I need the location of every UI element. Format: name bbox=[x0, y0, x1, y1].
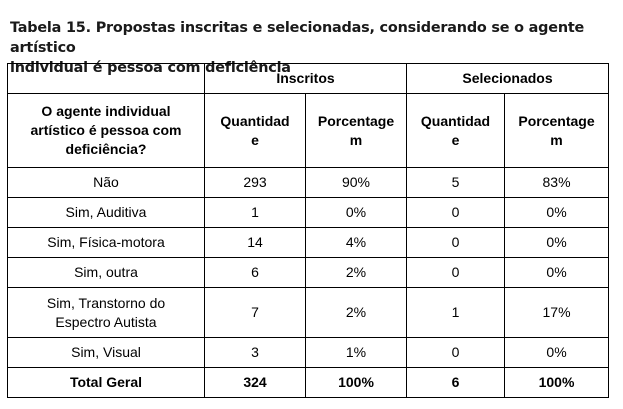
total-inscritos-quantidade: 324 bbox=[204, 367, 306, 398]
cell-selecionados-quantidade: 0 bbox=[406, 197, 506, 228]
table-row: Não 293 90% 5 83% bbox=[7, 167, 610, 198]
total-label: Total Geral bbox=[7, 367, 205, 398]
total-row: Total Geral 324 100% 6 100% bbox=[7, 367, 610, 398]
cell-selecionados-porcentagem: 0% bbox=[504, 197, 610, 228]
header-selecionados-quantidade: Quantidad e bbox=[406, 93, 506, 168]
total-selecionados-quantidade: 6 bbox=[406, 367, 506, 398]
cell-selecionados-porcentagem: 83% bbox=[504, 167, 610, 198]
caption-line-1: Tabela 15. Propostas inscritas e selecio… bbox=[10, 20, 585, 56]
cell-inscritos-quantidade: 7 bbox=[204, 287, 306, 338]
cell-inscritos-porcentagem: 4% bbox=[304, 227, 408, 258]
group-header-inscritos: Inscritos bbox=[203, 63, 408, 94]
header-inscritos-porcentagem: Porcentage m bbox=[304, 93, 408, 168]
sub-header-row: O agente individual artístico é pessoa c… bbox=[7, 93, 610, 168]
total-inscritos-porcentagem: 100% bbox=[304, 367, 408, 398]
cell-selecionados-porcentagem: 0% bbox=[504, 337, 610, 368]
row-label: Sim, Física-motora bbox=[7, 227, 205, 258]
header-inscritos-quantidade: Quantidad e bbox=[204, 93, 306, 168]
cell-inscritos-quantidade: 1 bbox=[204, 197, 306, 228]
total-selecionados-porcentagem: 100% bbox=[504, 367, 610, 398]
cell-selecionados-quantidade: 0 bbox=[406, 227, 506, 258]
row-label: Sim, outra bbox=[7, 257, 205, 288]
row-label: Sim, Auditiva bbox=[7, 197, 205, 228]
row-label: Sim, Visual bbox=[7, 337, 205, 368]
cell-inscritos-quantidade: 3 bbox=[204, 337, 306, 368]
cell-inscritos-quantidade: 14 bbox=[204, 227, 306, 258]
cell-inscritos-porcentagem: 90% bbox=[304, 167, 408, 198]
cell-inscritos-porcentagem: 0% bbox=[304, 197, 408, 228]
cell-selecionados-porcentagem: 17% bbox=[504, 287, 610, 338]
row-header: O agente individual artístico é pessoa c… bbox=[7, 93, 205, 168]
empty-corner-cell bbox=[7, 63, 205, 94]
cell-selecionados-porcentagem: 0% bbox=[504, 227, 610, 258]
cell-selecionados-quantidade: 1 bbox=[406, 287, 506, 338]
cell-selecionados-quantidade: 5 bbox=[406, 167, 506, 198]
cell-inscritos-quantidade: 6 bbox=[204, 257, 306, 288]
cell-inscritos-quantidade: 293 bbox=[204, 167, 306, 198]
group-header-row: Inscritos Selecionados bbox=[7, 63, 610, 94]
row-label: Sim, Transtorno do Espectro Autista bbox=[7, 287, 205, 338]
table-row: Sim, Física-motora 14 4% 0 0% bbox=[7, 227, 610, 258]
cell-selecionados-quantidade: 0 bbox=[406, 257, 506, 288]
group-header-selecionados: Selecionados bbox=[406, 63, 610, 94]
table-row: Sim, Auditiva 1 0% 0 0% bbox=[7, 197, 610, 228]
cell-inscritos-porcentagem: 1% bbox=[304, 337, 408, 368]
header-selecionados-porcentagem: Porcentage m bbox=[504, 93, 610, 168]
table-row: Sim, outra 6 2% 0 0% bbox=[7, 257, 610, 288]
row-label: Não bbox=[7, 167, 205, 198]
cell-inscritos-porcentagem: 2% bbox=[304, 257, 408, 288]
data-table: Inscritos Selecionados O agente individu… bbox=[7, 63, 610, 398]
table-row: Sim, Transtorno do Espectro Autista 7 2%… bbox=[7, 287, 610, 338]
cell-selecionados-quantidade: 0 bbox=[406, 337, 506, 368]
cell-inscritos-porcentagem: 2% bbox=[304, 287, 408, 338]
cell-selecionados-porcentagem: 0% bbox=[504, 257, 610, 288]
table-row: Sim, Visual 3 1% 0 0% bbox=[7, 337, 610, 368]
